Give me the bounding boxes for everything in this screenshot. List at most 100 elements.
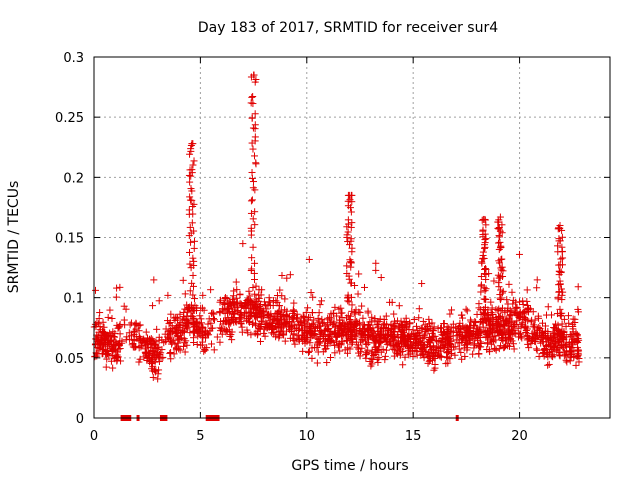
data-point bbox=[469, 350, 477, 358]
data-point bbox=[557, 255, 565, 263]
data-point bbox=[249, 284, 257, 292]
x-tick-label: 10 bbox=[299, 429, 316, 444]
data-point bbox=[532, 345, 540, 353]
data-point bbox=[243, 326, 251, 334]
data-point bbox=[463, 307, 471, 315]
data-point bbox=[314, 348, 322, 356]
data-point bbox=[481, 265, 489, 273]
data-point bbox=[562, 356, 570, 364]
data-point bbox=[372, 266, 380, 274]
data-point bbox=[496, 244, 504, 252]
data-point bbox=[544, 303, 552, 311]
data-point bbox=[247, 197, 255, 205]
data-point bbox=[193, 340, 201, 348]
data-point bbox=[481, 287, 489, 295]
data-point bbox=[92, 286, 100, 294]
data-point bbox=[248, 168, 256, 176]
data-point bbox=[264, 310, 272, 318]
data-point bbox=[348, 301, 356, 309]
data-point bbox=[167, 310, 175, 318]
data-point bbox=[448, 306, 456, 314]
data-point bbox=[500, 344, 508, 352]
data-point bbox=[305, 255, 313, 263]
data-point bbox=[99, 318, 107, 326]
data-point bbox=[281, 337, 289, 345]
data-point bbox=[316, 301, 324, 309]
y-tick-labels: 0 0.05 0.1 0.15 0.2 0.25 0.3 bbox=[55, 51, 84, 427]
data-points bbox=[90, 71, 583, 383]
data-point bbox=[533, 346, 541, 354]
data-point bbox=[247, 331, 255, 339]
data-point bbox=[181, 290, 189, 298]
data-point bbox=[363, 350, 371, 358]
data-point bbox=[550, 324, 558, 332]
data-point bbox=[309, 293, 317, 301]
data-point bbox=[415, 305, 423, 313]
data-point bbox=[149, 373, 157, 381]
data-point bbox=[190, 244, 198, 252]
data-point bbox=[199, 291, 207, 299]
data-point bbox=[372, 259, 380, 267]
data-point bbox=[572, 361, 580, 369]
data-point bbox=[461, 352, 469, 360]
data-point bbox=[381, 352, 389, 360]
data-point bbox=[313, 359, 321, 367]
data-point bbox=[509, 296, 517, 304]
data-point bbox=[251, 133, 259, 141]
data-point bbox=[283, 307, 291, 315]
data-point bbox=[559, 254, 567, 262]
data-point bbox=[545, 360, 553, 368]
data-point bbox=[347, 259, 355, 267]
data-point bbox=[377, 274, 385, 282]
data-point bbox=[299, 347, 307, 355]
data-point bbox=[395, 302, 403, 310]
data-point bbox=[402, 314, 410, 322]
data-point bbox=[266, 298, 274, 306]
data-point bbox=[556, 352, 564, 360]
data-point bbox=[291, 340, 299, 348]
data-point bbox=[113, 284, 121, 292]
data-point bbox=[216, 338, 224, 346]
data-point bbox=[93, 343, 101, 351]
data-point bbox=[116, 320, 124, 328]
data-point bbox=[409, 353, 417, 361]
data-point bbox=[437, 353, 445, 361]
data-point bbox=[248, 174, 256, 182]
data-point bbox=[307, 289, 315, 297]
data-point bbox=[533, 284, 541, 292]
data-point bbox=[191, 237, 199, 245]
data-point bbox=[563, 358, 571, 366]
data-point bbox=[336, 347, 344, 355]
data-point bbox=[106, 306, 114, 314]
plot-frame bbox=[93, 56, 611, 419]
data-point bbox=[505, 280, 513, 288]
y-tick-label: 0.1 bbox=[63, 292, 84, 307]
x-tick-label: 15 bbox=[405, 429, 422, 444]
data-point bbox=[187, 238, 195, 246]
data-point bbox=[140, 353, 148, 361]
data-point bbox=[289, 306, 297, 314]
data-point bbox=[251, 208, 259, 216]
data-point bbox=[327, 353, 335, 361]
data-point bbox=[150, 276, 158, 284]
data-point bbox=[249, 243, 257, 251]
data-point bbox=[412, 322, 420, 330]
data-point bbox=[232, 278, 240, 286]
data-point bbox=[112, 293, 120, 301]
data-point bbox=[249, 124, 257, 132]
data-point bbox=[567, 332, 575, 340]
data-point bbox=[155, 358, 163, 366]
data-point bbox=[356, 309, 364, 317]
data-point bbox=[228, 336, 236, 344]
data-point bbox=[251, 121, 259, 129]
data-point bbox=[272, 297, 280, 305]
data-point bbox=[262, 305, 270, 313]
data-point bbox=[258, 317, 266, 325]
data-point bbox=[236, 290, 244, 298]
data-point bbox=[209, 309, 217, 317]
data-point bbox=[158, 346, 166, 354]
data-point bbox=[554, 295, 562, 303]
data-point bbox=[475, 300, 483, 308]
data-point bbox=[495, 279, 503, 287]
data-point bbox=[462, 305, 470, 313]
